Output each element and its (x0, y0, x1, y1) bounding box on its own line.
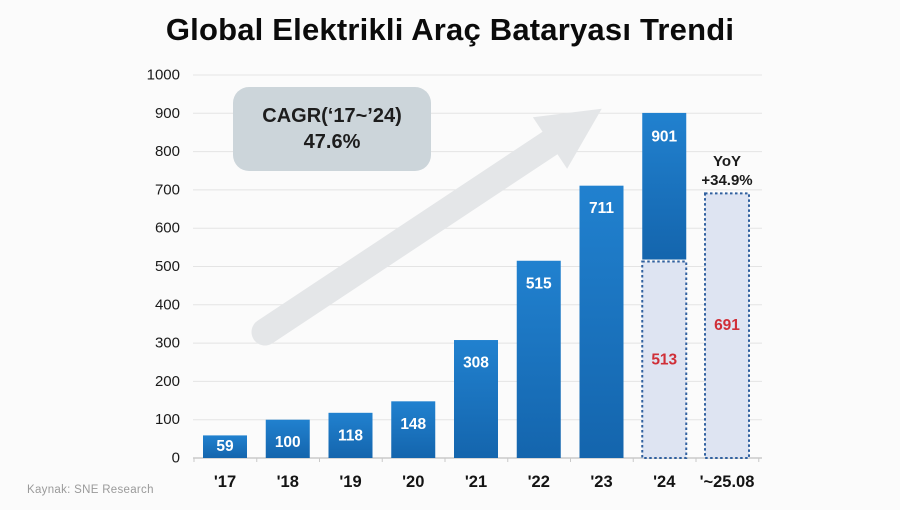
cagr-value-label: 47.6% (303, 131, 361, 153)
y-tick-label: 400 (155, 296, 180, 313)
bar-value-label: 59 (216, 438, 234, 455)
bar-20 (391, 401, 436, 458)
x-tick-label: '22 (528, 473, 550, 491)
y-tick-label: 500 (155, 258, 180, 275)
y-tick-label: 100 (155, 411, 180, 428)
x-tick-label: '19 (339, 473, 361, 491)
y-tick-label: 600 (155, 220, 180, 237)
cagr-annotation-box: CAGR(‘17~’24) 47.6% (233, 87, 431, 171)
x-tick-label: '18 (277, 473, 299, 491)
bar-value-label: 118 (338, 427, 363, 444)
bar-19 (328, 412, 373, 458)
bar-17 (203, 435, 247, 458)
y-tick-label: 1000 (147, 67, 180, 84)
bar-value-label: 148 (400, 416, 426, 433)
bar-23 (579, 185, 624, 458)
y-tick-label: 300 (155, 335, 180, 352)
trend-arrow-shaft (251, 129, 564, 346)
y-tick-label: 200 (155, 373, 180, 390)
bar-22 (516, 260, 561, 458)
bar-value-label: 515 (526, 275, 552, 292)
bar-24 (642, 112, 687, 260)
trend-arrow (251, 108, 602, 346)
source-caption: Kaynak: SNE Research (27, 484, 154, 496)
chart-title: Global Elektrikli Araç Bataryası Trendi (165, 12, 735, 47)
bar-value-label: 691 (714, 317, 740, 334)
yoy-label: YoY (712, 153, 742, 170)
y-tick-label: 900 (155, 105, 180, 122)
y-tick-label: 800 (155, 143, 180, 160)
bar-21 (454, 340, 498, 458)
x-tick-label: '23 (590, 473, 612, 491)
y-tick-label: 0 (172, 450, 180, 467)
x-tick-label: '17 (214, 473, 236, 491)
x-tick-label: '21 (465, 473, 487, 491)
bar-25.08 (704, 192, 750, 460)
bar-value-label: 711 (589, 200, 614, 217)
bar-value-label: 308 (463, 355, 489, 372)
y-tick-label: 700 (155, 181, 180, 198)
x-tick-label: '20 (402, 473, 424, 491)
yoy-annotation: YoY +34.9% (687, 152, 767, 190)
trend-arrow-head (532, 108, 602, 169)
bar-value-label: 901 (651, 128, 677, 145)
yoy-value: +34.9% (701, 172, 753, 189)
bar-18 (265, 419, 310, 458)
x-tick-label: '24 (653, 473, 676, 491)
x-tick-label: '~25.08 (700, 473, 755, 491)
cagr-range-label: CAGR(‘17~’24) (262, 105, 402, 127)
bar-value-label: 513 (651, 351, 677, 368)
bar-value-label: 100 (275, 434, 301, 451)
bar-24-forecast-part (641, 260, 688, 459)
